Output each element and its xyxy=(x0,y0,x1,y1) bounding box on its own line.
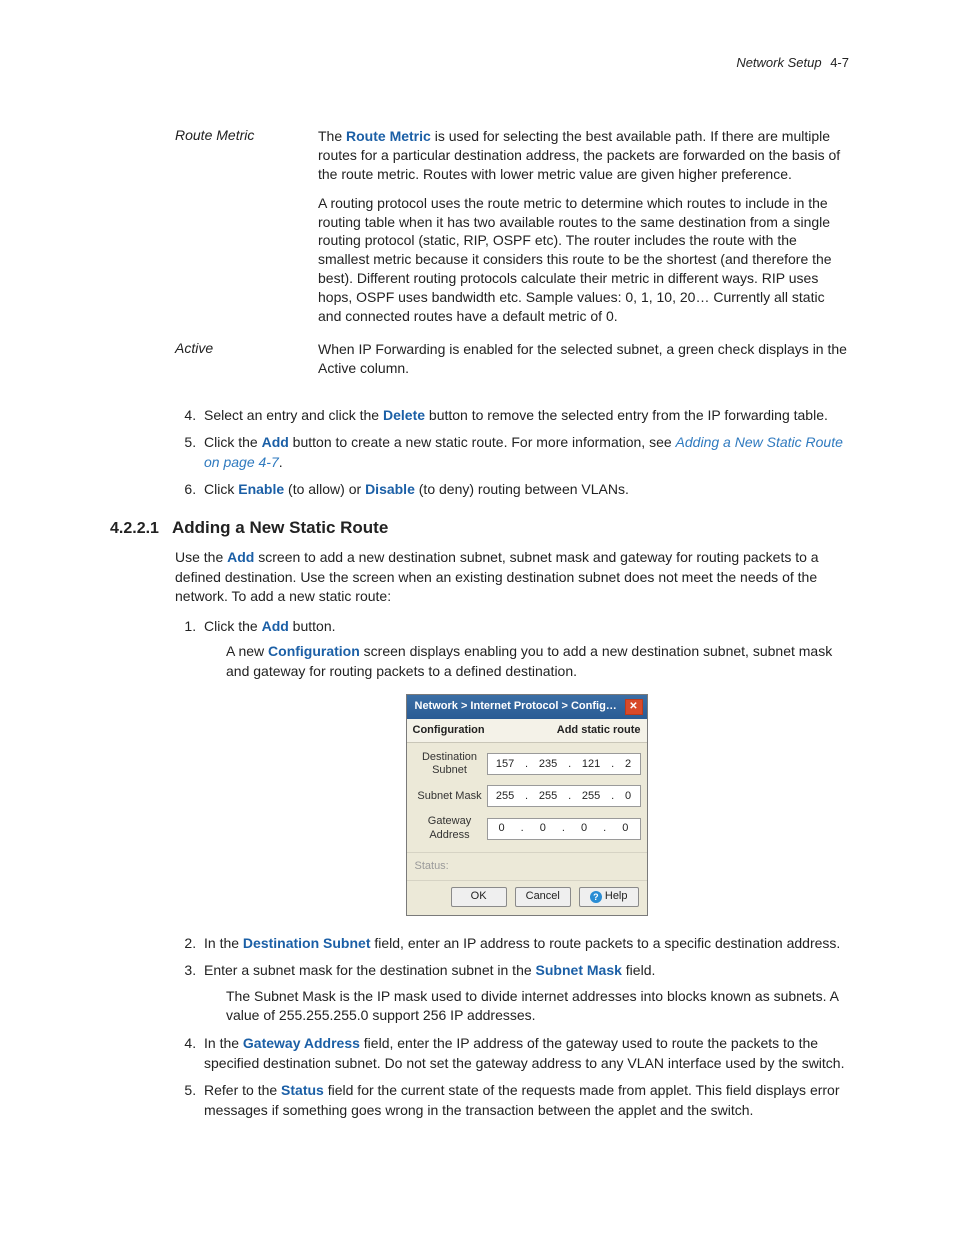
intro-paragraph: Use the Add screen to add a new destinat… xyxy=(175,548,849,607)
definition-row: Route Metric The Route Metric is used fo… xyxy=(110,125,849,338)
list-item: Enter a subnet mask for the destination … xyxy=(200,961,849,1026)
subnet-mask-input[interactable]: 255. 255. 255. 0 xyxy=(487,785,641,807)
list-item: Select an entry and click the Delete but… xyxy=(200,406,849,426)
dialog-field-row: Gateway Address 0. 0. 0. 0 xyxy=(413,815,641,841)
header-page-number: 4-7 xyxy=(830,55,849,70)
definition-body: The Route Metric is used for selecting t… xyxy=(318,125,849,338)
delete-action: Delete xyxy=(383,407,425,423)
cancel-button[interactable]: Cancel xyxy=(515,887,571,906)
paragraph: When IP Forwarding is enabled for the se… xyxy=(318,340,849,378)
step-sub-paragraph: A new Configuration screen displays enab… xyxy=(226,642,849,681)
dialog-status: Status: xyxy=(407,852,647,881)
running-header: Network Setup 4-7 xyxy=(110,55,849,70)
dialog-field-row: Destination Subnet 157. 235. 121. 2 xyxy=(413,751,641,777)
ordered-steps: Click the Add button. A new Configuratio… xyxy=(110,617,849,1120)
close-icon[interactable]: ✕ xyxy=(625,699,643,715)
help-icon: ? xyxy=(590,891,602,903)
gateway-address-input[interactable]: 0. 0. 0. 0 xyxy=(487,818,641,840)
help-button-label: Help xyxy=(605,889,628,904)
add-action: Add xyxy=(262,434,289,450)
definition-table: Route Metric The Route Metric is used fo… xyxy=(110,125,849,390)
list-item: Refer to the Status field for the curren… xyxy=(200,1081,849,1120)
dialog-button-row: OK Cancel ? Help xyxy=(407,881,647,914)
disable-action: Disable xyxy=(365,481,415,497)
list-item: Click Enable (to allow) or Disable (to d… xyxy=(200,480,849,500)
field-label: Destination Subnet xyxy=(413,751,487,777)
add-screen-term: Add xyxy=(227,549,254,565)
help-button[interactable]: ? Help xyxy=(579,887,639,906)
step-sub-paragraph: The Subnet Mask is the IP mask used to d… xyxy=(226,987,849,1026)
list-item: In the Gateway Address field, enter the … xyxy=(200,1034,849,1073)
destination-subnet-input[interactable]: 157. 235. 121. 2 xyxy=(487,753,641,775)
bold-term: Route Metric xyxy=(346,128,431,144)
dialog-subheader: Configuration Add static route xyxy=(407,719,647,743)
definition-row: Active When IP Forwarding is enabled for… xyxy=(110,338,849,390)
subheader-left: Configuration xyxy=(413,723,485,738)
configuration-term: Configuration xyxy=(268,643,360,659)
definition-term: Route Metric xyxy=(110,125,318,338)
field-label: Gateway Address xyxy=(413,815,487,841)
section-heading: 4.2.2.1 Adding a New Static Route xyxy=(110,518,849,538)
add-button-term: Add xyxy=(262,618,289,634)
field-label: Subnet Mask xyxy=(413,790,487,803)
subnet-mask-term: Subnet Mask xyxy=(536,962,622,978)
gateway-address-term: Gateway Address xyxy=(243,1035,360,1051)
dialog-body: Destination Subnet 157. 235. 121. 2 Subn… xyxy=(407,743,647,852)
document-page: Network Setup 4-7 Route Metric The Route… xyxy=(0,0,954,1196)
dialog-title-text: Network > Internet Protocol > Config… xyxy=(415,699,617,714)
header-section-name: Network Setup xyxy=(736,55,821,70)
paragraph: A routing protocol uses the route metric… xyxy=(318,194,849,326)
status-term: Status xyxy=(281,1082,324,1098)
ok-button[interactable]: OK xyxy=(451,887,507,906)
paragraph: The Route Metric is used for selecting t… xyxy=(318,127,849,184)
list-item: Click the Add button. A new Configuratio… xyxy=(200,617,849,916)
heading-number: 4.2.2.1 xyxy=(110,520,172,538)
definition-term: Active xyxy=(110,338,318,390)
dialog-field-row: Subnet Mask 255. 255. 255. 0 xyxy=(413,785,641,807)
config-dialog: Network > Internet Protocol > Config… ✕ … xyxy=(406,694,648,916)
list-item: In the Destination Subnet field, enter a… xyxy=(200,934,849,954)
enable-action: Enable xyxy=(238,481,284,497)
heading-title: Adding a New Static Route xyxy=(172,518,388,538)
subheader-right: Add static route xyxy=(557,723,641,738)
destination-subnet-term: Destination Subnet xyxy=(243,935,371,951)
dialog-screenshot: Network > Internet Protocol > Config… ✕ … xyxy=(204,694,849,916)
ordered-steps: Select an entry and click the Delete but… xyxy=(110,406,849,500)
list-item: Click the Add button to create a new sta… xyxy=(200,433,849,472)
definition-body: When IP Forwarding is enabled for the se… xyxy=(318,338,849,390)
dialog-titlebar: Network > Internet Protocol > Config… ✕ xyxy=(407,695,647,719)
